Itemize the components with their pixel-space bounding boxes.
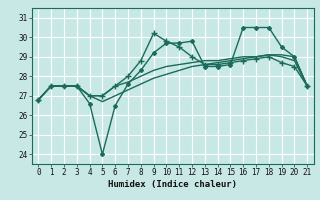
- X-axis label: Humidex (Indice chaleur): Humidex (Indice chaleur): [108, 180, 237, 189]
